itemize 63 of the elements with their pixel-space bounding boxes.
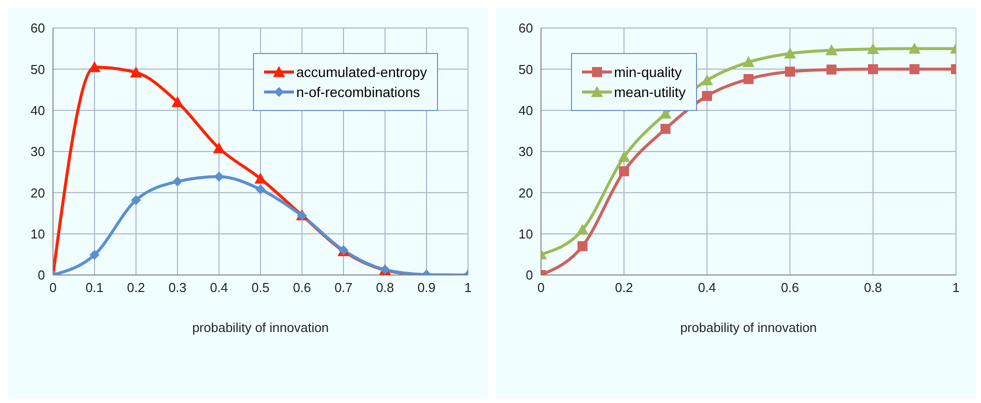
x-axis-title: probability of innovation [680,320,817,335]
y-tick-label: 10 [518,226,533,242]
x-tick-label: 0.6 [780,280,800,296]
point [660,124,670,134]
y-tick-label: 50 [30,62,45,77]
point [908,42,920,54]
point [867,42,879,54]
point [785,66,795,77]
point [172,176,182,187]
point [910,64,920,74]
x-tick-label: 0.8 [376,280,394,296]
y-tick-label: 60 [30,20,45,36]
point [619,166,629,176]
legend-label: accumulated-entropy [296,64,427,80]
legend-label: n-of-recombinations [296,84,420,100]
y-tick-label: 20 [518,185,533,200]
x-tick-label: 0 [537,280,545,296]
point [826,64,836,75]
point [618,150,630,162]
point [213,142,225,154]
y-tick-label: 10 [30,226,45,242]
y-tick-label: 30 [518,144,533,160]
x-tick-label: 0.9 [417,280,436,296]
point [254,172,266,184]
point [744,74,754,84]
y-tick-label: 0 [38,268,45,283]
y-tick-label: 40 [518,102,533,118]
legend-label: mean-utility [614,84,686,100]
point [576,224,588,235]
x-tick-label: 0.8 [864,280,882,296]
y-tick-label: 60 [518,20,533,36]
y-tick-label: 0 [526,268,533,283]
point [256,184,266,194]
x-tick-label: 0.4 [698,280,716,296]
y-tick-label: 30 [30,144,45,160]
point [172,96,184,108]
point [701,74,713,86]
point [784,48,796,59]
x-tick-label: 0 [49,280,57,296]
point [578,241,588,252]
point [130,66,142,78]
y-tick-label: 50 [518,62,533,77]
x-tick-label: 1 [952,280,960,296]
y-tick-label: 20 [30,185,45,200]
x-tick-label: 0.2 [126,280,146,296]
point [702,90,712,101]
x-tick-label: 0.7 [334,280,353,296]
point [131,195,141,206]
point [742,56,754,68]
x-tick-label: 0.1 [85,280,104,296]
legend-label: min-quality [614,64,682,80]
x-tick-label: 0.6 [292,280,312,296]
x-tick-label: 0.2 [614,280,634,296]
point [90,250,100,260]
x-tick-label: 0.3 [168,280,187,296]
x-tick-label: 0.4 [210,280,228,296]
point [868,64,878,74]
y-tick-label: 40 [30,102,45,118]
point [826,44,838,56]
point [214,172,224,182]
x-tick-label: 1 [464,280,472,296]
x-axis-title: probability of innovation [192,320,329,335]
x-tick-label: 0.5 [251,280,270,296]
